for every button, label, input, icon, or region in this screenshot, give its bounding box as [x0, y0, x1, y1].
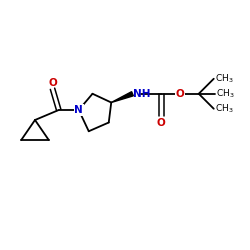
Text: NH: NH [133, 89, 150, 99]
Text: CH$_3$: CH$_3$ [215, 102, 234, 115]
Text: O: O [157, 118, 166, 128]
Text: O: O [176, 89, 184, 99]
Text: N: N [74, 105, 83, 115]
Text: O: O [48, 78, 57, 88]
Text: CH$_3$: CH$_3$ [215, 72, 234, 85]
Polygon shape [111, 92, 133, 102]
Text: CH$_3$: CH$_3$ [216, 88, 235, 100]
